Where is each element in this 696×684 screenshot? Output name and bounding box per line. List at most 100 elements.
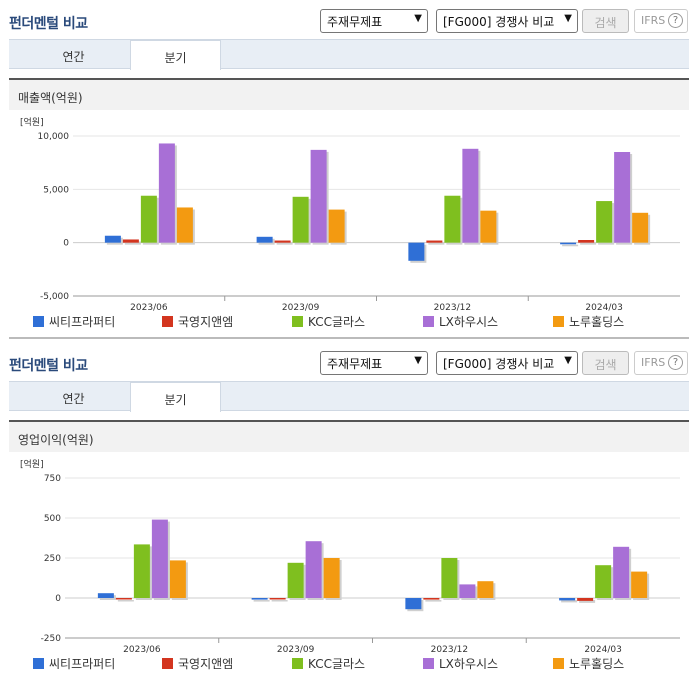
tab-quarterly[interactable]: 분기	[130, 382, 221, 412]
bar	[632, 212, 649, 243]
bar	[631, 571, 648, 598]
bar	[441, 558, 458, 598]
bar	[560, 242, 577, 245]
bar	[578, 240, 595, 243]
section-title: 펀더멘털 비교	[9, 16, 88, 32]
legend-item[interactable]: 씨티프라퍼티	[33, 313, 115, 330]
legend-item[interactable]: KCC글라스	[292, 655, 365, 672]
bar	[577, 598, 594, 601]
divider	[9, 337, 689, 339]
bar	[115, 598, 132, 600]
compare-select[interactable]: [FG000] 경쟁사 비교 ▼	[436, 9, 578, 33]
bar	[305, 541, 322, 598]
y-tick-label: 0	[55, 594, 61, 604]
bar-shadow	[425, 600, 442, 602]
tab-annual[interactable]: 연간	[62, 392, 85, 406]
x-tick-label: 2023/06	[130, 303, 168, 312]
bar	[274, 240, 291, 243]
bar	[251, 598, 268, 600]
period-tabs: 연간 분기	[9, 381, 689, 412]
legend-label: KCC글라스	[308, 315, 366, 329]
legend-label: 국영지앤엠	[178, 657, 234, 671]
search-button[interactable]: 검색	[582, 9, 629, 33]
chevron-down-icon: ▼	[414, 355, 422, 366]
legend-swatch	[162, 658, 173, 669]
x-tick-label: 2023/06	[123, 645, 161, 654]
legend-label: 노루홀딩스	[569, 657, 625, 671]
legend-swatch	[553, 658, 564, 669]
legend-item[interactable]: 씨티프라퍼티	[33, 655, 115, 672]
revenue-chart: [억원] 10,000 5,000 0 -5,000 2023/06 2023/09 2023…	[20, 116, 680, 312]
bar	[169, 560, 186, 598]
compare-select[interactable]: [FG000] 경쟁사 비교 ▼	[436, 351, 578, 375]
bar	[613, 546, 630, 598]
bar	[426, 240, 443, 243]
unit-label: [억원]	[20, 116, 44, 128]
x-tick-label: 2024/03	[584, 645, 621, 654]
y-tick-label: 750	[44, 474, 61, 484]
bar	[459, 584, 476, 598]
bar	[328, 209, 345, 243]
bar	[423, 598, 440, 600]
y-tick-label: 500	[44, 514, 61, 524]
legend: 씨티프라퍼티 국영지앤엠 KCC글라스 LX하우시스 노루홀딩스	[0, 313, 696, 329]
legend-swatch	[33, 316, 44, 327]
legend-item[interactable]: 국영지앤엠	[162, 313, 233, 330]
bar	[444, 195, 461, 243]
bar	[408, 242, 425, 261]
x-tick-label: 2023/09	[282, 303, 320, 312]
legend-item[interactable]: LX하우시스	[423, 313, 498, 330]
x-tick-label: 2023/12	[431, 645, 468, 654]
bar	[292, 196, 309, 243]
bar	[176, 207, 193, 243]
legend-item[interactable]: 국영지앤엠	[162, 655, 233, 672]
bar	[269, 598, 286, 600]
panel-revenue: 펀더멘털 비교 주재무제표 ▼ [FG000] 경쟁사 비교 ▼ 검색 IFRS? …	[0, 0, 696, 340]
x-tick-label: 2024/03	[585, 303, 622, 312]
legend-swatch	[423, 658, 434, 669]
bar-shadow	[276, 242, 293, 245]
legend-label: 국영지앤엠	[178, 315, 234, 329]
bar	[596, 201, 613, 243]
legend-item[interactable]: 노루홀딩스	[553, 313, 624, 330]
bar-shadow	[124, 241, 141, 245]
legend-item[interactable]: KCC글라스	[292, 313, 365, 330]
statement-select[interactable]: 주재무제표 ▼	[320, 9, 428, 33]
chevron-down-icon: ▼	[564, 13, 572, 24]
panel-header: 펀더멘털 비교 주재무제표 ▼ [FG000] 경쟁사 비교 ▼ 검색 IFRS?	[0, 3, 696, 37]
legend-swatch	[292, 658, 303, 669]
legend-swatch	[33, 658, 44, 669]
chart-title: 영업이익(억원)	[9, 420, 689, 452]
bar	[97, 593, 114, 598]
legend-swatch	[292, 316, 303, 327]
bar	[104, 235, 121, 243]
panel-operating-income: 펀더멘털 비교 주재무제표 ▼ [FG000] 경쟁사 비교 ▼ 검색 IFRS? …	[0, 342, 696, 684]
bar	[595, 565, 612, 598]
y-tick-label: 10,000	[38, 132, 70, 142]
compare-select-value: [FG000] 경쟁사 비교	[443, 15, 555, 29]
tab-quarterly[interactable]: 분기	[130, 40, 221, 70]
bar	[310, 149, 327, 243]
legend-label: 노루홀딩스	[569, 315, 625, 329]
y-tick-label: 250	[44, 554, 61, 564]
legend-swatch	[423, 316, 434, 327]
ifrs-button[interactable]: IFRS?	[634, 351, 688, 375]
bar-shadow	[117, 600, 134, 602]
operating-income-chart: [억원]750 500 250 0 -250 2023/06 2023/09 2023/12 2…	[20, 458, 680, 654]
bar	[122, 239, 139, 243]
bar	[323, 558, 340, 598]
ifrs-button[interactable]: IFRS?	[634, 9, 688, 33]
search-button[interactable]: 검색	[582, 351, 629, 375]
bar	[559, 598, 576, 601]
statement-select[interactable]: 주재무제표 ▼	[320, 351, 428, 375]
bar	[151, 519, 168, 598]
tab-annual[interactable]: 연간	[62, 50, 85, 64]
legend-item[interactable]: 노루홀딩스	[553, 655, 624, 672]
y-tick-label: -250	[41, 634, 62, 644]
bar-shadow	[428, 242, 445, 245]
legend-label: 씨티프라퍼티	[49, 315, 116, 329]
legend-item[interactable]: LX하우시스	[423, 655, 498, 672]
section-title: 펀더멘털 비교	[9, 358, 88, 374]
bar-shadow	[562, 244, 579, 247]
chevron-down-icon: ▼	[564, 355, 572, 366]
